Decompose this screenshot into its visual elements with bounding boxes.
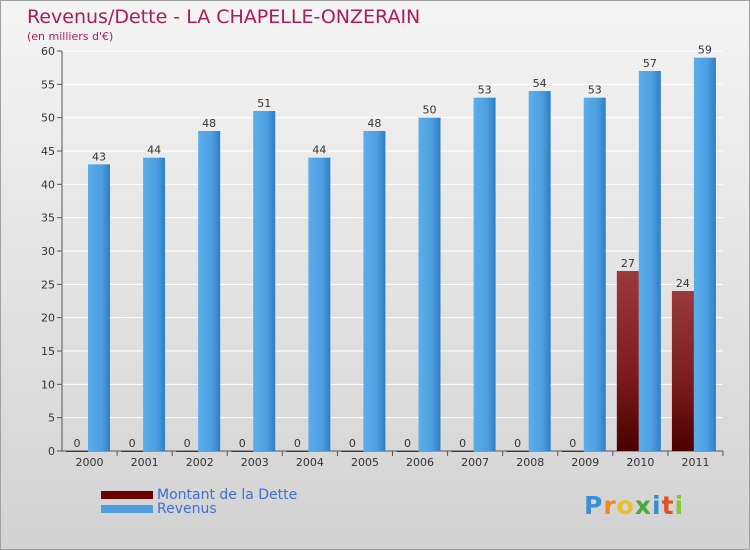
x-tick-label: 2010 (626, 456, 654, 469)
bar-revenus (693, 57, 716, 452)
data-label-revenus: 53 (588, 84, 602, 97)
data-label-revenus: 59 (698, 44, 712, 57)
x-tick-label: 2003 (241, 456, 269, 469)
bar-dette (121, 451, 144, 452)
bar-dette (176, 451, 199, 452)
x-tick-label: 2004 (296, 456, 324, 469)
data-label-dette: 0 (404, 437, 411, 450)
y-tick-label: 55 (41, 78, 55, 91)
chart-subtitle: (en milliers d'€) (27, 30, 114, 43)
data-label-dette: 0 (514, 437, 521, 450)
legend-label-dette: Montant de la Dette (157, 487, 298, 503)
data-label-revenus: 50 (423, 104, 437, 117)
x-tick-label: 2008 (516, 456, 544, 469)
legend-item-dette: Montant de la Dette (101, 488, 297, 502)
x-tick-label: 2009 (571, 456, 599, 469)
data-label-revenus: 54 (533, 77, 547, 90)
bar-dette (66, 451, 88, 452)
bar-dette (231, 451, 254, 452)
bar-dette (506, 451, 529, 452)
bar-dette (286, 451, 309, 452)
data-label-dette: 0 (459, 437, 466, 450)
bar-dette (396, 451, 419, 452)
bar-revenus (473, 97, 496, 452)
logo-letter: x (634, 491, 652, 520)
x-tick-label: 2000 (76, 456, 104, 469)
data-label-revenus: 48 (367, 117, 381, 130)
y-tick-label: 20 (41, 312, 55, 325)
logo-letter: i (674, 491, 685, 520)
data-label-dette: 0 (569, 437, 576, 450)
bar-revenus (363, 131, 386, 451)
logo-letter: r (603, 491, 617, 520)
x-tick-label: 2011 (681, 456, 709, 469)
data-label-dette: 0 (129, 437, 136, 450)
data-label-revenus: 57 (643, 57, 657, 70)
data-label-dette: 0 (184, 437, 191, 450)
y-tick-label: 0 (48, 445, 55, 458)
y-tick-label: 5 (48, 412, 55, 425)
logo-letter: P (584, 491, 604, 520)
bar-revenus (418, 117, 441, 452)
data-label-revenus: 43 (92, 150, 106, 163)
data-label-revenus: 44 (312, 144, 326, 157)
x-tick-label: 2001 (131, 456, 159, 469)
bar-revenus (253, 111, 276, 451)
data-label-revenus: 44 (147, 144, 161, 157)
legend-swatch-revenus (101, 505, 153, 513)
bar-dette (451, 451, 474, 452)
data-label-dette: 0 (294, 437, 301, 450)
y-tick-label: 40 (41, 178, 55, 191)
legend-swatch-dette (101, 491, 153, 499)
logo-letter: i (652, 491, 662, 520)
y-tick-label: 15 (41, 345, 55, 358)
data-label-revenus: 48 (202, 117, 216, 130)
bar-dette (561, 451, 584, 452)
x-tick-label: 2002 (186, 456, 214, 469)
bar-dette (341, 451, 364, 452)
proxiti-logo: Proxiti (584, 491, 684, 520)
data-label-dette: 27 (621, 257, 635, 270)
bar-revenus (308, 157, 331, 451)
chart-title: Revenus/Dette - LA CHAPELLE-ONZERAIN (27, 6, 421, 28)
y-tick-label: 60 (41, 45, 55, 58)
x-tick-label: 2007 (461, 456, 489, 469)
bar-revenus (583, 97, 606, 452)
data-label-revenus: 53 (478, 84, 492, 97)
bar-dette (671, 291, 694, 451)
y-tick-label: 10 (41, 378, 55, 391)
x-tick-label: 2005 (351, 456, 379, 469)
data-label-dette: 0 (74, 437, 81, 450)
bar-revenus (528, 91, 551, 451)
data-label-dette: 0 (239, 437, 246, 450)
x-tick-label: 2006 (406, 456, 434, 469)
bar-revenus (638, 71, 661, 451)
y-tick-label: 30 (41, 245, 55, 258)
legend: Montant de la Dette Revenus (101, 488, 297, 516)
y-tick-label: 45 (41, 145, 55, 158)
data-label-revenus: 51 (257, 97, 271, 110)
logo-letter: t (661, 491, 675, 520)
legend-item-revenus: Revenus (101, 502, 297, 516)
legend-label-revenus: Revenus (157, 501, 217, 517)
y-tick-label: 25 (41, 278, 55, 291)
y-tick-label: 50 (41, 112, 55, 125)
bar-dette (616, 271, 639, 451)
logo-letter: o (616, 491, 635, 520)
data-label-dette: 24 (676, 277, 690, 290)
bar-revenus (143, 157, 166, 451)
bar-revenus (88, 164, 110, 452)
y-tick-label: 35 (41, 212, 55, 225)
bar-revenus (198, 131, 221, 451)
data-label-dette: 0 (349, 437, 356, 450)
